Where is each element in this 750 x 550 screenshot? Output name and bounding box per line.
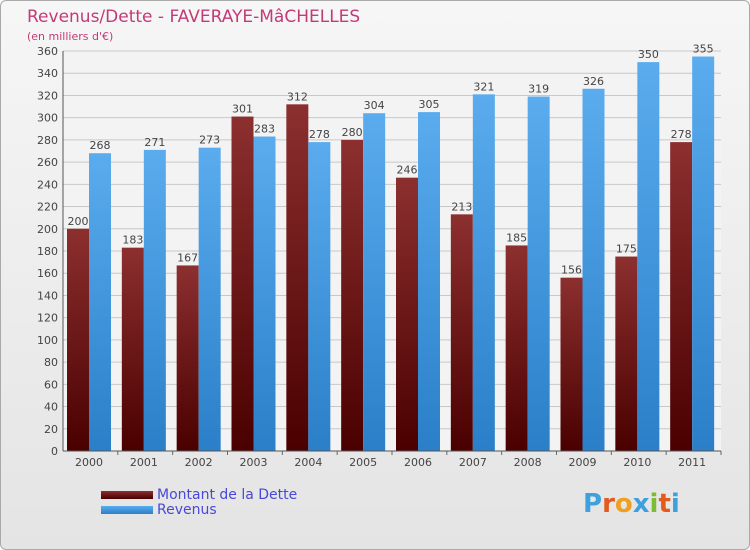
x-tick-label: 2009 <box>569 456 597 469</box>
data-label-debt: 301 <box>232 103 253 116</box>
logo-letter: t <box>658 489 671 519</box>
data-label-debt: 213 <box>451 200 472 213</box>
legend-item-revenue: Revenus <box>101 501 297 518</box>
bar-revenue <box>143 149 166 451</box>
data-label-revenue: 326 <box>583 75 604 88</box>
y-tick-label: 140 <box>37 289 58 302</box>
data-label-debt: 246 <box>397 164 418 177</box>
y-tick-label: 180 <box>37 245 58 258</box>
bar-revenue <box>418 112 440 451</box>
data-label-debt: 167 <box>177 251 198 264</box>
x-tick-label: 2007 <box>459 456 487 469</box>
legend-swatch-revenue <box>101 505 153 514</box>
y-tick-label: 340 <box>37 67 58 80</box>
y-tick-label: 20 <box>44 423 58 436</box>
y-tick-label: 100 <box>37 334 58 347</box>
logo-letter: x <box>632 489 650 519</box>
logo-letter: r <box>602 489 615 519</box>
logo-letter: P <box>583 489 603 519</box>
data-label-revenue: 271 <box>144 136 165 149</box>
bar-debt <box>505 245 528 451</box>
data-label-debt: 185 <box>506 231 527 244</box>
bar-revenue <box>308 142 331 451</box>
chart-title: Revenus/Dette - FAVERAYE-MâCHELLES <box>27 7 361 27</box>
y-tick-label: 60 <box>44 378 58 391</box>
y-tick-label: 300 <box>37 112 58 125</box>
y-tick-label: 80 <box>44 356 58 369</box>
y-tick-label: 160 <box>37 267 58 280</box>
data-label-revenue: 278 <box>309 128 330 141</box>
x-tick-label: 2011 <box>678 456 706 469</box>
bar-debt <box>176 265 199 451</box>
data-label-debt: 200 <box>68 215 89 228</box>
data-label-debt: 280 <box>342 126 363 139</box>
bar-revenue <box>198 147 221 451</box>
y-tick-label: 360 <box>37 45 58 58</box>
legend-label-debt: Montant de la Dette <box>157 486 298 503</box>
data-label-revenue: 319 <box>528 83 549 96</box>
bar-revenue <box>89 153 111 451</box>
bar-debt <box>396 177 418 451</box>
bar-revenue <box>692 56 715 452</box>
legend: Montant de la Dette Revenus <box>101 486 298 518</box>
y-tick-label: 280 <box>37 134 58 147</box>
y-tick-label: 120 <box>37 312 58 325</box>
data-label-debt: 175 <box>616 243 637 256</box>
data-label-debt: 183 <box>122 234 143 247</box>
logo-letter: i <box>649 489 659 519</box>
data-label-revenue: 321 <box>473 80 494 93</box>
x-tick-label: 2008 <box>514 456 542 469</box>
data-label-revenue: 283 <box>254 123 275 136</box>
x-tick-label: 2006 <box>404 456 432 469</box>
bar-debt <box>67 228 89 451</box>
data-label-revenue: 305 <box>419 98 440 111</box>
logo-letter: o <box>614 489 633 519</box>
bar-debt <box>341 139 364 451</box>
proxiti-logo: Proxiti <box>583 489 680 519</box>
bar-debt <box>670 142 693 451</box>
bar-debt <box>560 277 583 451</box>
y-tick-label: 200 <box>37 223 58 236</box>
bar-revenue <box>637 62 660 451</box>
y-tick-label: 220 <box>37 201 58 214</box>
x-tick-label: 2003 <box>240 456 268 469</box>
x-tick-label: 2005 <box>349 456 377 469</box>
x-tick-label: 2000 <box>75 456 103 469</box>
bar-revenue <box>527 96 550 452</box>
x-tick-label: 2001 <box>130 456 158 469</box>
legend-label-revenue: Revenus <box>157 501 217 518</box>
y-tick-label: 320 <box>37 89 58 102</box>
y-tick-label: 260 <box>37 156 58 169</box>
x-tick-label: 2002 <box>185 456 213 469</box>
bar-revenue <box>253 136 276 452</box>
data-label-debt: 312 <box>287 90 308 103</box>
bar-debt <box>231 116 254 452</box>
x-tick-label: 2004 <box>294 456 322 469</box>
data-label-revenue: 268 <box>90 139 111 152</box>
chart-subtitle: (en milliers d'€) <box>27 30 114 43</box>
y-tick-label: 0 <box>51 445 58 458</box>
data-label-revenue: 355 <box>693 43 714 56</box>
x-tick-label: 2010 <box>623 456 651 469</box>
data-label-revenue: 304 <box>364 99 385 112</box>
data-label-revenue: 273 <box>199 134 220 147</box>
logo-letter: i <box>670 489 680 519</box>
bar-revenue <box>472 94 495 451</box>
data-label-debt: 278 <box>671 128 692 141</box>
bar-debt <box>121 247 144 451</box>
bar-debt <box>286 104 309 451</box>
bar-debt <box>450 214 473 451</box>
bar-revenue <box>363 113 386 451</box>
bar-revenue <box>582 88 605 452</box>
legend-item-debt: Montant de la Dette <box>101 486 298 503</box>
data-label-revenue: 350 <box>638 48 659 61</box>
y-tick-label: 40 <box>44 401 58 414</box>
data-label-debt: 156 <box>561 264 582 277</box>
y-tick-label: 240 <box>37 178 58 191</box>
legend-swatch-debt <box>101 490 153 499</box>
bar-debt <box>615 256 638 451</box>
